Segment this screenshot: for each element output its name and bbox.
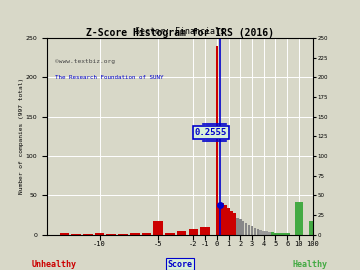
Bar <box>254 228 256 235</box>
Bar <box>71 234 81 235</box>
Bar <box>257 229 259 235</box>
Bar <box>83 234 93 235</box>
Bar <box>141 233 151 235</box>
Bar <box>118 234 128 235</box>
Bar <box>165 232 175 235</box>
Bar <box>95 233 104 235</box>
Text: Healthy: Healthy <box>292 260 327 269</box>
Bar <box>200 227 210 235</box>
Text: Unhealthy: Unhealthy <box>32 260 76 269</box>
Bar <box>153 221 163 235</box>
Bar <box>233 213 236 235</box>
Bar <box>239 219 242 235</box>
Bar <box>271 232 274 235</box>
Bar <box>309 221 317 235</box>
Bar <box>60 233 69 235</box>
Bar <box>242 221 244 235</box>
Bar <box>287 233 289 235</box>
Bar <box>283 232 285 235</box>
Bar <box>224 205 227 235</box>
Bar <box>295 202 303 235</box>
Bar <box>216 46 218 235</box>
Bar <box>248 225 250 235</box>
Text: ©www.textbiz.org: ©www.textbiz.org <box>55 59 115 65</box>
Bar <box>236 218 239 235</box>
Bar <box>268 232 271 235</box>
Text: 0.2555: 0.2555 <box>195 128 227 137</box>
Text: Score: Score <box>167 260 193 269</box>
Bar <box>274 232 277 235</box>
Bar <box>262 231 265 235</box>
Bar <box>177 231 186 235</box>
Bar <box>130 233 140 235</box>
Bar <box>221 203 224 235</box>
Bar <box>287 233 290 235</box>
Bar <box>107 234 116 235</box>
Bar <box>277 232 280 235</box>
Bar <box>265 231 268 235</box>
Bar <box>251 226 253 235</box>
Title: Z-Score Histogram for IRS (2016): Z-Score Histogram for IRS (2016) <box>86 28 274 38</box>
Text: Sector: Financials: Sector: Financials <box>135 27 225 36</box>
Bar <box>230 211 233 235</box>
Text: The Research Foundation of SUNY: The Research Foundation of SUNY <box>55 75 163 80</box>
Bar <box>245 223 247 235</box>
Bar <box>260 230 262 235</box>
Bar <box>286 232 288 235</box>
Bar <box>280 232 283 235</box>
Bar <box>219 207 221 235</box>
Bar <box>227 208 230 235</box>
Y-axis label: Number of companies (997 total): Number of companies (997 total) <box>19 78 24 194</box>
Bar <box>189 229 198 235</box>
